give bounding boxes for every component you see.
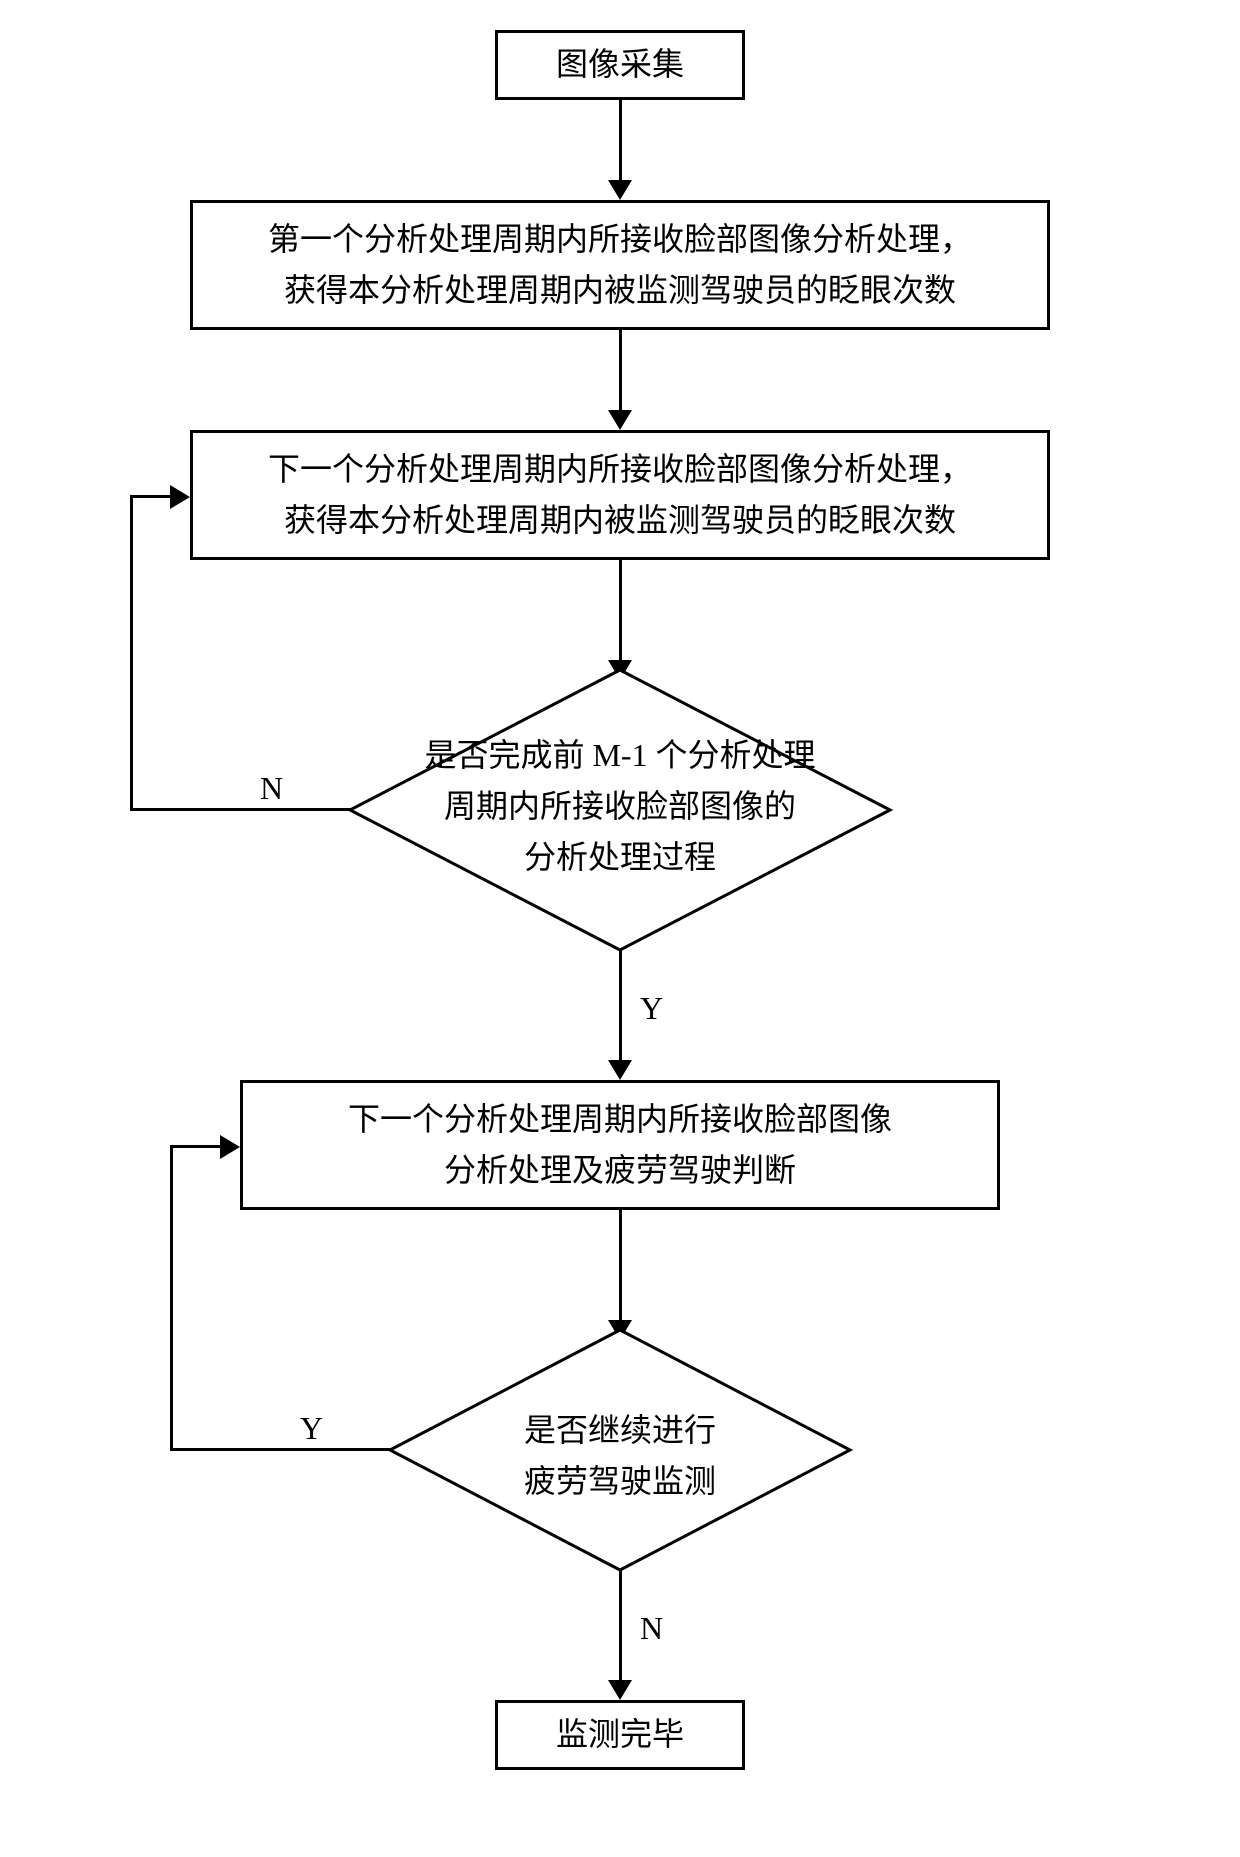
node-label: 第一个分析处理周期内所接收脸部图像分析处理， 获得本分析处理周期内被监测驾驶员的… [268, 214, 972, 316]
node-label: 监测完毕 [556, 1709, 684, 1760]
edge-label-n: N [640, 1610, 663, 1647]
node-image-capture: 图像采集 [495, 30, 745, 100]
flowchart-container: 图像采集 第一个分析处理周期内所接收脸部图像分析处理， 获得本分析处理周期内被监… [0, 0, 1240, 1857]
arrow-line [170, 1145, 173, 1451]
arrow-line [619, 1210, 622, 1320]
node-label: 图像采集 [556, 39, 684, 90]
arrow-line [619, 1570, 622, 1680]
arrow-line [619, 100, 622, 180]
arrowhead-icon [608, 1060, 632, 1080]
arrowhead-icon [220, 1135, 240, 1159]
decision-label: 是否完成前 M-1 个分析处理 周期内所接收脸部图像的 分析处理过程 [400, 730, 840, 884]
arrow-line [130, 495, 133, 811]
edge-label-n: N [260, 770, 283, 807]
arrowhead-icon [608, 1680, 632, 1700]
edge-label-y: Y [300, 1410, 323, 1447]
arrow-line [170, 1448, 390, 1451]
node-fatigue-analysis: 下一个分析处理周期内所接收脸部图像 分析处理及疲劳驾驶判断 [240, 1080, 1000, 1210]
node-first-cycle-analysis: 第一个分析处理周期内所接收脸部图像分析处理， 获得本分析处理周期内被监测驾驶员的… [190, 200, 1050, 330]
arrow-line [130, 495, 170, 498]
edge-label-y: Y [640, 990, 663, 1027]
node-next-cycle-analysis: 下一个分析处理周期内所接收脸部图像分析处理， 获得本分析处理周期内被监测驾驶员的… [190, 430, 1050, 560]
arrowhead-icon [608, 180, 632, 200]
arrowhead-icon [170, 485, 190, 509]
arrow-line [619, 560, 622, 660]
node-monitoring-complete: 监测完毕 [495, 1700, 745, 1770]
arrow-line [170, 1145, 220, 1148]
arrow-line [619, 330, 622, 410]
arrow-line [619, 950, 622, 1060]
arrow-line [130, 808, 353, 811]
node-label: 下一个分析处理周期内所接收脸部图像 分析处理及疲劳驾驶判断 [348, 1094, 892, 1196]
decision-label: 是否继续进行 疲劳驾驶监测 [440, 1405, 800, 1507]
arrowhead-icon [608, 410, 632, 430]
node-label: 下一个分析处理周期内所接收脸部图像分析处理， 获得本分析处理周期内被监测驾驶员的… [268, 444, 972, 546]
